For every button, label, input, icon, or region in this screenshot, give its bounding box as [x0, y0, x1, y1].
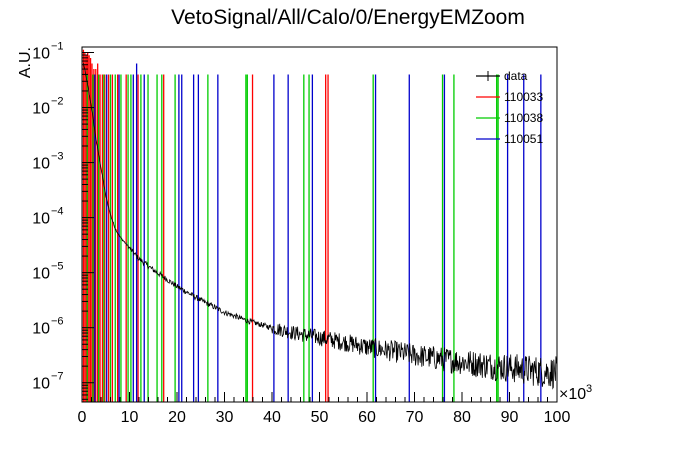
y-tick-exp--6: −6 [51, 316, 64, 328]
x-tick-label-60: 60 [358, 409, 376, 426]
y-tick-label--5: 10 [32, 266, 50, 283]
y-tick-label--2: 10 [32, 101, 50, 118]
y-tick-exp--5: −5 [51, 261, 64, 273]
y-tick-label--3: 10 [32, 156, 50, 173]
chart-title: VetoSignal/All/Calo/0/EnergyEMZoom [171, 6, 525, 29]
y-tick-exp--7: −7 [51, 371, 64, 383]
x-multiplier-exp: 3 [586, 383, 592, 395]
plot-frame [81, 46, 558, 403]
x-tick-label-10: 10 [121, 409, 139, 426]
x-tick-label-20: 20 [168, 409, 186, 426]
x-tick-label-100: 100 [544, 409, 571, 426]
x-tick-label-40: 40 [263, 409, 281, 426]
y-tick-label--4: 10 [32, 211, 50, 228]
y-tick-exp--4: −4 [51, 206, 64, 218]
x-tick-label-50: 50 [311, 409, 329, 426]
x-multiplier-label: ×10 [559, 386, 586, 403]
legend-label-110051: 110051 [504, 132, 543, 146]
legend-label-data: data [504, 69, 528, 83]
x-tick-label-70: 70 [406, 409, 424, 426]
legend-label-110038: 110038 [504, 111, 543, 125]
y-tick-exp--1: −1 [51, 41, 64, 53]
y-tick-label--7: 10 [32, 376, 50, 393]
y-tick-exp--3: −3 [51, 151, 64, 163]
legend-label-110033: 110033 [504, 90, 543, 104]
y-tick-exp--2: −2 [51, 96, 64, 108]
x-tick-label-80: 80 [453, 409, 471, 426]
y-axis-label: A.U. [17, 47, 34, 78]
x-tick-label-30: 30 [216, 409, 234, 426]
x-tick-label-90: 90 [501, 409, 519, 426]
series-data-line [83, 63, 558, 390]
y-tick-label--1: 10 [32, 46, 50, 63]
legend: data 110033 110038 110051 [476, 69, 543, 146]
x-tick-label-0: 0 [78, 409, 87, 426]
y-tick-label--6: 10 [32, 321, 50, 338]
